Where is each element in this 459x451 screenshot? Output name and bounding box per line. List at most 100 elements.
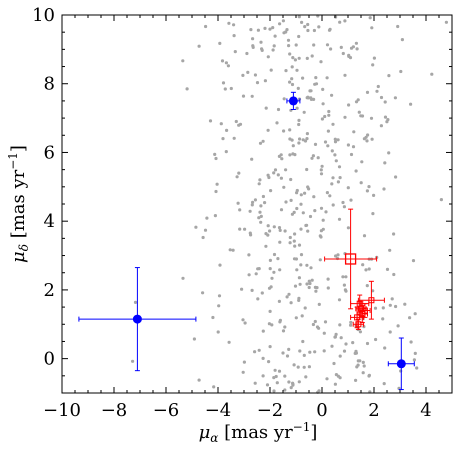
field-star-point (232, 136, 236, 140)
field-star-point (375, 89, 379, 93)
y-axis-label: μδ [mas yr−1] (6, 145, 31, 263)
field-star-point (267, 360, 271, 364)
field-star-point (326, 286, 330, 290)
field-star-point (289, 386, 293, 390)
field-star-point (248, 209, 252, 213)
field-star-point (306, 229, 310, 233)
field-star-point (204, 24, 208, 29)
field-star-point (303, 25, 307, 29)
field-star-point (303, 139, 308, 143)
field-star-point (400, 38, 404, 42)
field-star-point (314, 76, 318, 80)
field-star-point (241, 73, 245, 77)
field-star-point (261, 194, 265, 199)
field-star-point (256, 297, 260, 301)
field-star-point (268, 229, 272, 233)
field-star-point (323, 320, 328, 324)
field-star-point (285, 295, 289, 299)
field-star-point (283, 229, 287, 233)
field-star-point (351, 145, 356, 149)
field-star-point (272, 44, 276, 48)
field-star-point (359, 181, 363, 185)
field-star-point (308, 214, 313, 219)
field-star-point (311, 154, 315, 158)
y-tick-label: 6 (44, 142, 55, 163)
y-tick-labels: 0 2 4 6 8 10 (32, 5, 55, 370)
field-star-point (279, 176, 283, 180)
field-star-point (364, 268, 368, 272)
field-star-point (329, 47, 333, 51)
field-star-point (283, 325, 287, 329)
field-star-point (228, 248, 232, 252)
field-star-point (253, 381, 257, 385)
field-star-point (261, 356, 265, 360)
field-star-point (284, 69, 288, 73)
field-star-point (336, 253, 340, 257)
field-star-point (256, 28, 260, 32)
field-star-point (245, 51, 249, 56)
field-star-point (325, 191, 329, 195)
field-star-point (360, 114, 365, 118)
field-star-point (238, 122, 243, 126)
field-star-point (399, 69, 403, 74)
field-star-point (251, 45, 255, 50)
field-star-point (393, 96, 397, 100)
field-star-point (360, 160, 364, 164)
field-star-point (354, 41, 358, 45)
field-star-point (344, 275, 348, 279)
field-star-point (343, 73, 347, 77)
field-star-point (326, 277, 330, 281)
field-star-point (295, 191, 299, 195)
field-star-point (258, 210, 262, 214)
field-star-point (333, 335, 337, 339)
field-star-point (361, 263, 365, 267)
field-star-point (277, 299, 281, 303)
field-star-point (330, 344, 334, 348)
field-star-point (287, 292, 291, 296)
field-star-point (301, 211, 305, 215)
field-star-point (269, 189, 273, 193)
field-star-point (224, 150, 228, 154)
field-star-point (326, 144, 330, 148)
field-star-point (331, 122, 335, 126)
field-star-point (415, 366, 419, 370)
field-star-point (205, 216, 209, 220)
field-star-point (300, 20, 304, 24)
field-star-point (302, 353, 306, 357)
field-star-point (288, 80, 292, 84)
field-star-point (266, 173, 270, 177)
field-star-point (292, 363, 296, 367)
y-tick-label: 0 (44, 349, 55, 370)
field-star-point (315, 325, 320, 329)
field-star-point (379, 124, 383, 128)
field-star-point (367, 267, 371, 271)
field-star-point (394, 175, 398, 179)
field-star-point (403, 302, 407, 306)
field-star-point (223, 87, 227, 91)
field-star-point (374, 337, 378, 342)
field-star-point (291, 144, 295, 148)
field-star-point (248, 231, 252, 235)
field-star-point (247, 253, 251, 257)
field-star-point (181, 276, 185, 280)
field-star-point (370, 26, 374, 30)
field-star-point (247, 273, 251, 277)
field-star-point (347, 103, 351, 107)
plot-frame (61, 14, 453, 394)
field-star-point (295, 68, 299, 72)
field-star-point (212, 385, 216, 389)
field-star-point (290, 138, 294, 142)
field-star-point (392, 272, 396, 277)
field-star-point (250, 157, 254, 161)
field-star-point (333, 382, 337, 386)
field-star-point (267, 286, 272, 290)
field-star-point (379, 95, 384, 100)
field-star-point (330, 93, 334, 97)
field-star-point (338, 176, 342, 180)
field-star-point (342, 205, 346, 209)
field-star-point (271, 26, 275, 30)
field-star-point (322, 349, 326, 353)
field-star-point (321, 87, 325, 91)
field-star-point (211, 315, 215, 320)
field-star-point (303, 306, 307, 310)
